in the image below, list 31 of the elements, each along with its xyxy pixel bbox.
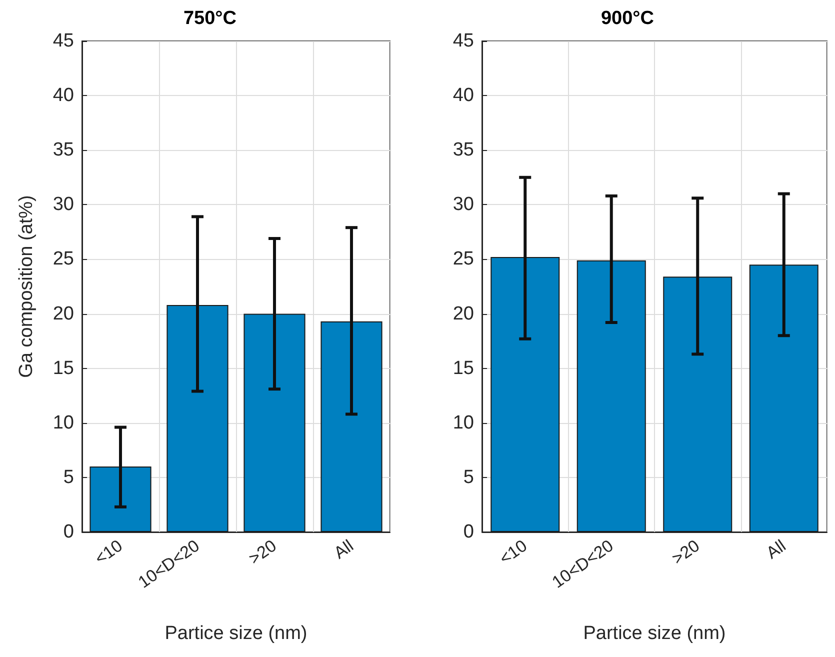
x-tick-label: <10 [91,536,126,568]
chart-title: 900°C [600,8,654,29]
y-tick-label: 30 [52,194,74,216]
x-tick-label: >20 [245,536,280,568]
x-tick-label: All [330,536,357,563]
y-tick-label: 20 [452,303,474,324]
chart-title: 750°C [183,8,237,29]
y-tick-label: 25 [452,248,474,270]
x-axis-title: Partice size (nm) [583,623,726,644]
y-tick-label: 10 [452,412,474,434]
y-tick-label: 35 [452,140,474,161]
y-tick-label: 5 [463,466,474,488]
y-tick-label: 5 [63,466,74,488]
y-tick-label: 15 [52,358,74,379]
x-axis-title: Partice size (nm) [164,623,308,644]
y-tick-label: 0 [463,522,474,542]
y-tick-label: 40 [52,85,74,106]
y-tick-label: 0 [63,522,74,542]
y-tick-label: 25 [52,248,74,270]
x-tick-label: All [762,536,790,563]
y-tick-label: 20 [52,303,74,324]
y-tick-label: 15 [452,358,474,379]
y-axis-title: Ga composition (at%) [16,195,37,378]
y-tick-label: 40 [452,85,474,106]
y-tick-label: 45 [452,30,474,52]
y-tick-label: 10 [52,412,74,434]
y-tick-label: 35 [52,140,74,161]
y-tick-label: 30 [452,194,474,216]
x-tick-label: >20 [668,536,704,568]
x-tick-label: <10 [496,536,531,568]
y-tick-label: 45 [52,30,74,52]
